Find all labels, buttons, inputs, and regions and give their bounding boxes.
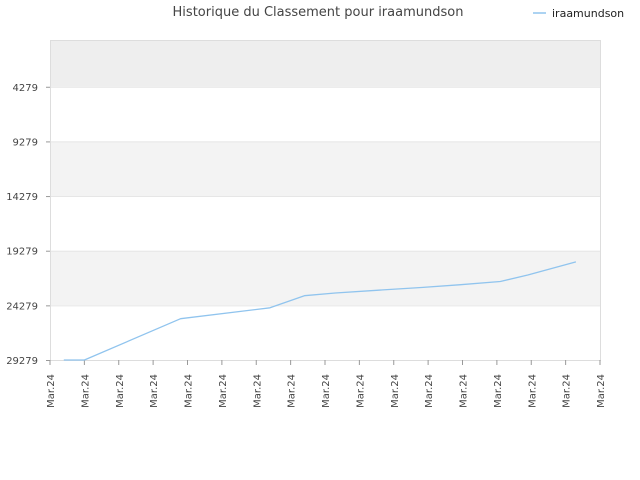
- y-axis-ticks: 4279 9279 14279 19279 24279 29279: [6, 83, 50, 367]
- x-tick-label: Mar.24: [46, 374, 57, 408]
- plot-band: [50, 250, 600, 306]
- x-tick-label: Mar.24: [149, 374, 160, 408]
- x-tick-label: Mar.24: [115, 374, 126, 408]
- x-tick-label: Mar.24: [218, 374, 229, 408]
- x-tick-label: Mar.24: [355, 374, 366, 408]
- x-axis-ticks: Mar.24 Mar.24 Mar.24 Mar.24 Mar.24 Mar.24 Mar.…: [46, 360, 607, 408]
- x-tick-label: Mar.24: [424, 374, 435, 408]
- y-tick-label: 4279: [13, 83, 38, 94]
- series-layer: [63, 261, 577, 361]
- legend: iraamundson: [533, 7, 624, 20]
- x-tick-label: Mar.24: [184, 374, 195, 408]
- series-line-iraamundson: [63, 261, 577, 361]
- x-tick-label: Mar.24: [562, 374, 573, 408]
- x-tick-label: Mar.24: [321, 374, 332, 408]
- plot-band: [50, 141, 600, 197]
- plot-band: [50, 196, 600, 251]
- y-tick-label: 19279: [6, 247, 38, 258]
- x-tick-label: Mar.24: [459, 374, 470, 408]
- plot-band: [50, 40, 600, 87]
- x-tick-label: Mar.24: [527, 374, 538, 408]
- x-tick-label: Mar.24: [390, 374, 401, 408]
- x-tick-label: Mar.24: [80, 374, 91, 408]
- legend-label-iraamundson: iraamundson: [552, 7, 624, 20]
- plot-band: [50, 86, 600, 142]
- y-tick-label: 24279: [6, 301, 38, 312]
- y-tick-label: 14279: [6, 192, 38, 203]
- chart-title: Historique du Classement pour iraamundso…: [173, 5, 464, 20]
- y-tick-label: 9279: [13, 137, 38, 148]
- x-tick-label: Mar.24: [252, 374, 263, 408]
- x-tick-label: Mar.24: [493, 374, 504, 408]
- plot-background-bands: [50, 40, 600, 361]
- y-tick-label: 29279: [6, 356, 38, 367]
- plot-band: [50, 305, 600, 360]
- x-tick-label: Mar.24: [596, 374, 607, 408]
- x-tick-label: Mar.24: [287, 374, 298, 408]
